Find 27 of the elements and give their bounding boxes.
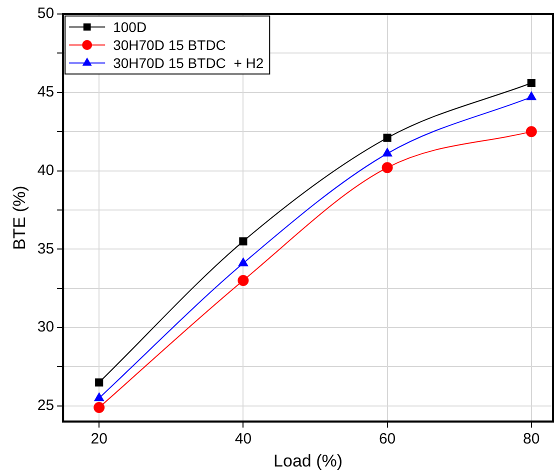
point [239, 237, 248, 246]
y-tick-label: 40 [37, 162, 54, 179]
x-tick-label: 40 [234, 430, 252, 448]
point [95, 378, 104, 386]
legend-label: 30H70D 15 BTDC + H2 [113, 54, 264, 71]
y-tick-label: 30 [37, 318, 54, 336]
point [526, 92, 536, 100]
y-axis-title: BTE (%) [10, 186, 29, 250]
point [94, 402, 105, 413]
point [527, 78, 536, 88]
point [526, 126, 537, 138]
point [383, 134, 392, 142]
point [238, 258, 248, 266]
x-axis-title: Load (%) [274, 451, 343, 470]
point [238, 275, 249, 286]
point [382, 162, 393, 174]
legend-label: 100D [113, 18, 147, 35]
point [382, 148, 392, 157]
x-tick-label: 80 [523, 430, 540, 448]
y-tick-label: 25 [37, 397, 54, 414]
y-tick-label: 45 [37, 84, 54, 101]
legend-label: 30H70D 15 BTDC [113, 36, 226, 53]
y-tick-label: 35 [37, 240, 54, 258]
x-tick-label: 20 [90, 430, 108, 448]
x-tick-label: 60 [378, 430, 396, 448]
y-tick-label: 50 [37, 5, 54, 22]
point [94, 392, 104, 402]
